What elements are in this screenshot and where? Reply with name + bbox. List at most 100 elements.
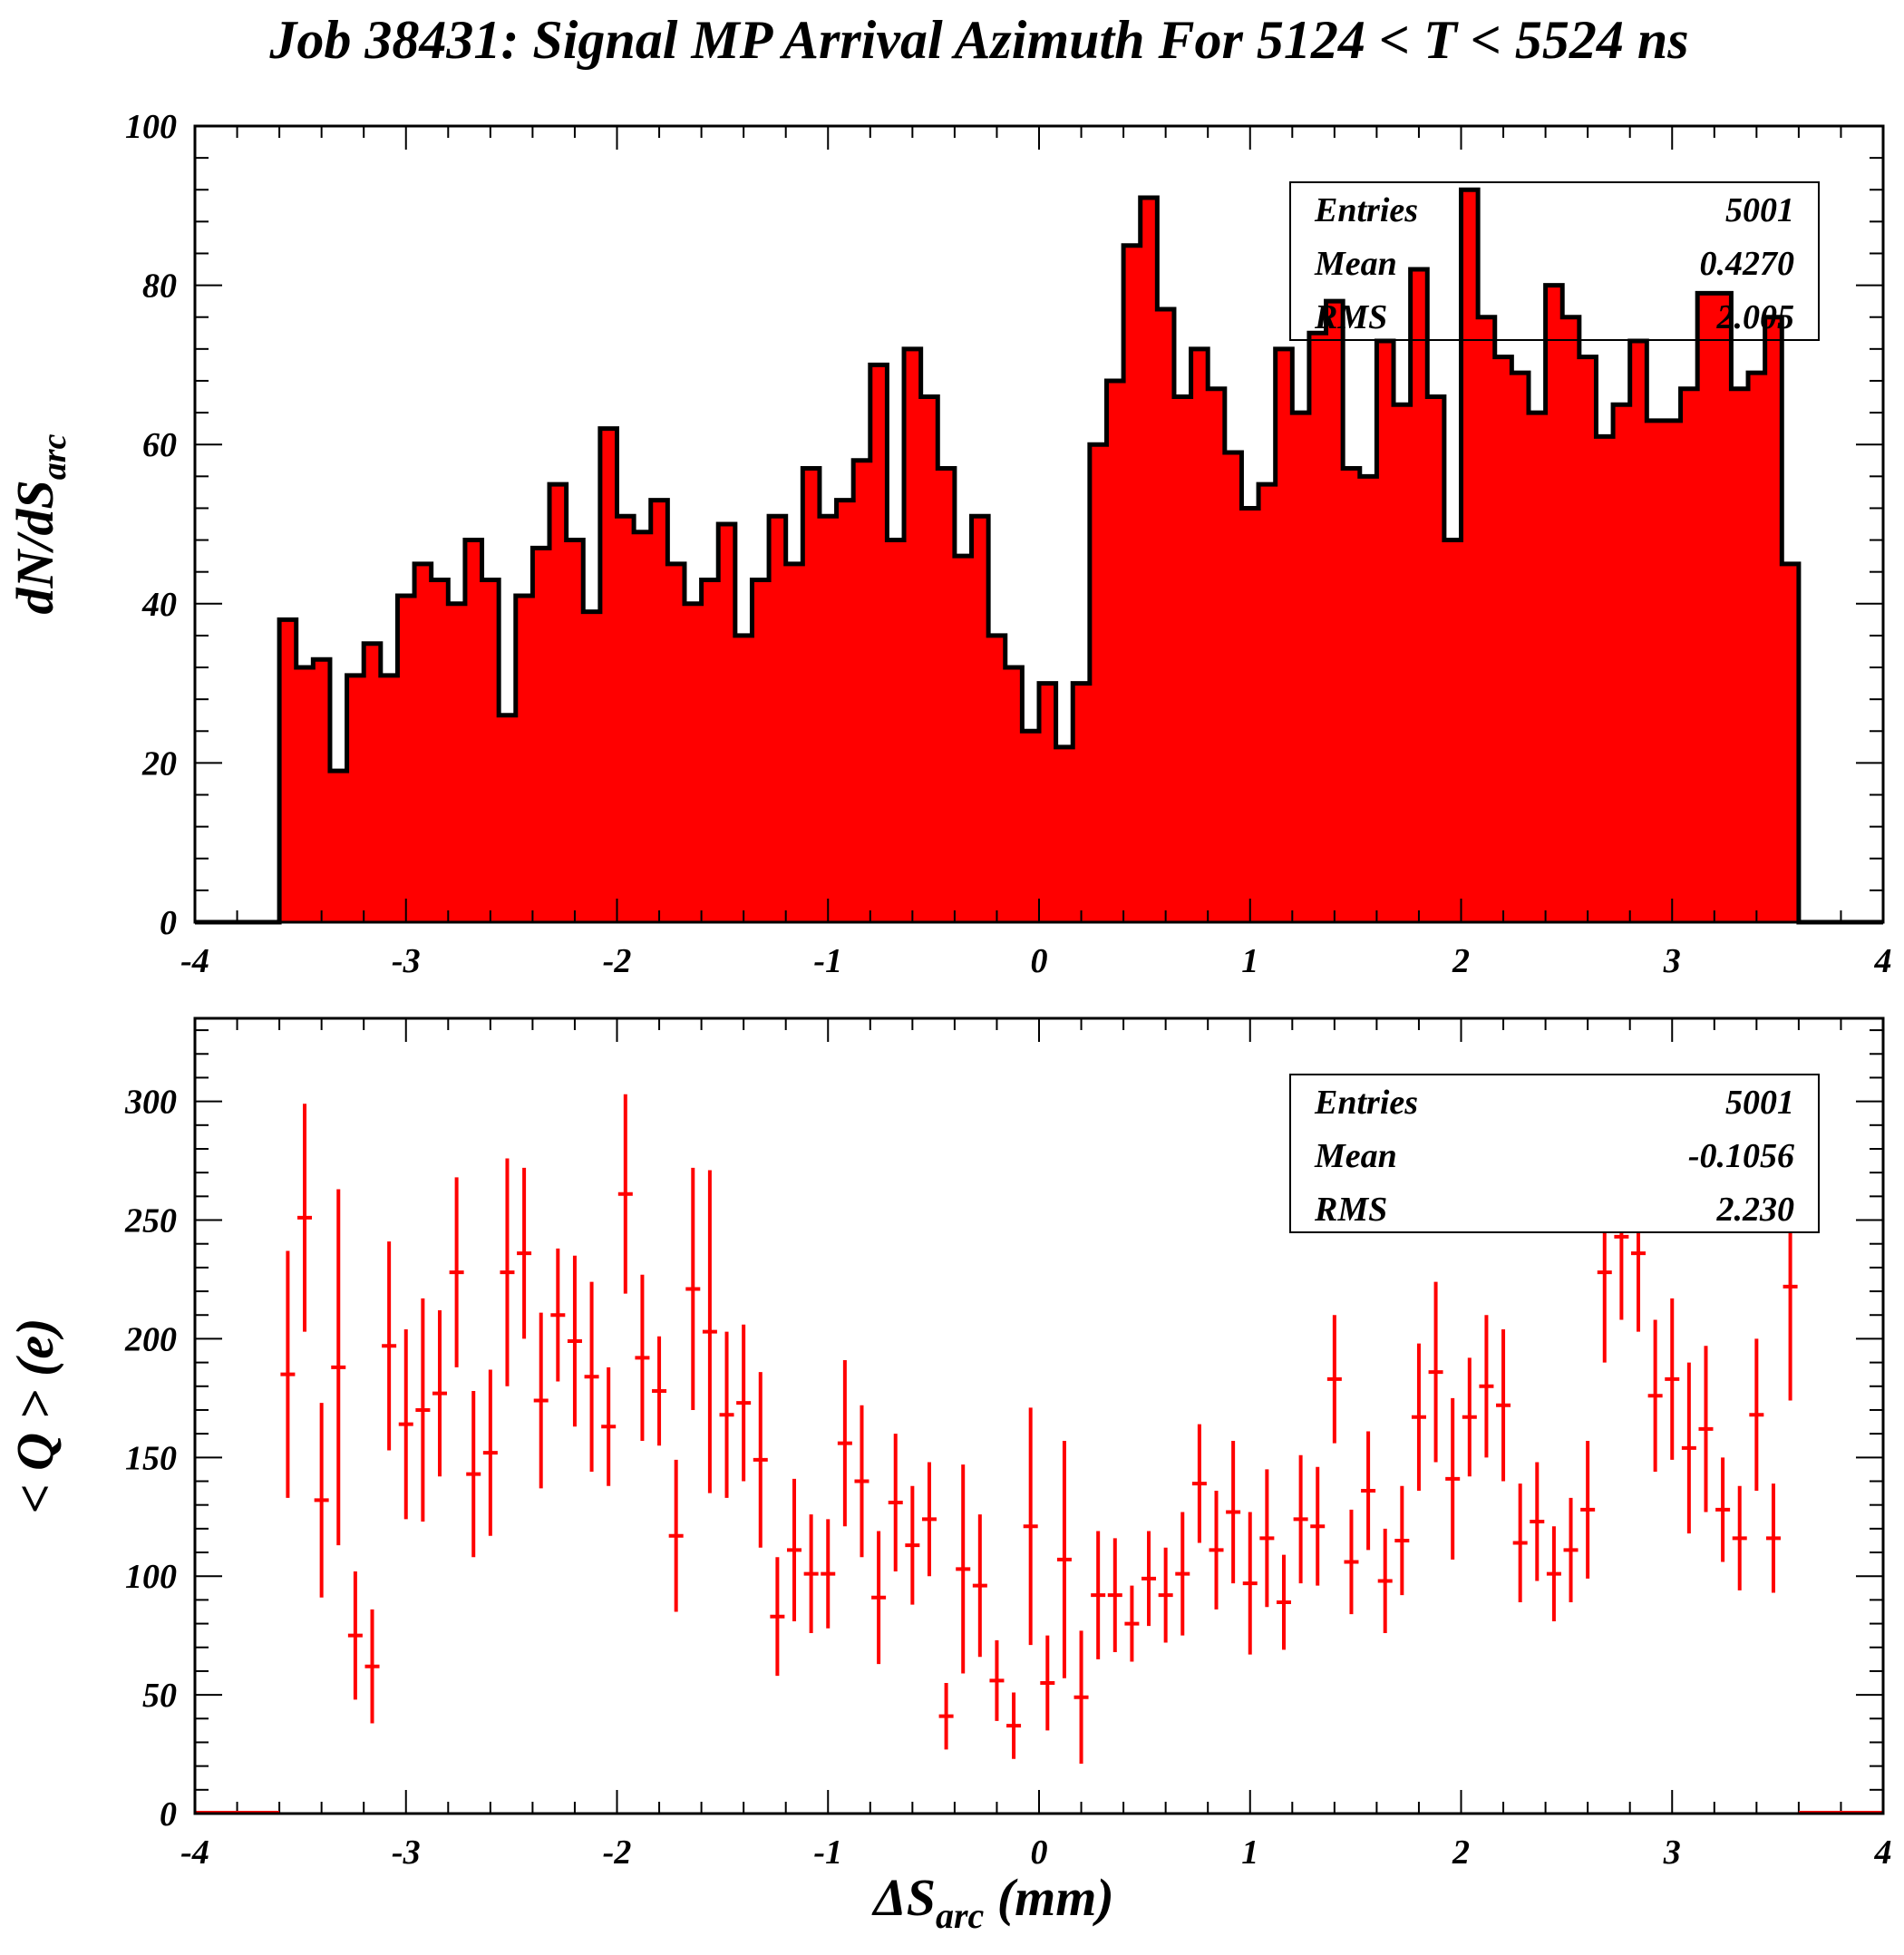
histogram-bar bbox=[1022, 731, 1040, 922]
data-point bbox=[466, 1391, 481, 1558]
data-point bbox=[347, 1571, 363, 1700]
histogram-bar bbox=[1427, 396, 1445, 922]
histogram-bar bbox=[904, 348, 922, 923]
data-point bbox=[1732, 1485, 1747, 1590]
data-point bbox=[331, 1189, 346, 1546]
histogram-y-tick-labels: 0 20 40 60 80 100 bbox=[125, 108, 177, 942]
histogram-bar bbox=[802, 468, 821, 922]
histogram-bar bbox=[1410, 269, 1428, 922]
data-point bbox=[888, 1434, 903, 1571]
y-tick-label: 250 bbox=[124, 1202, 177, 1240]
data-point bbox=[837, 1359, 852, 1527]
data-point bbox=[617, 1094, 633, 1294]
histogram-bar bbox=[718, 524, 736, 922]
y-tick-label: 0 bbox=[160, 1795, 177, 1833]
data-point bbox=[1293, 1454, 1308, 1584]
charge-x-tick-labels: -4 -3 -2 -1 0 1 2 3 4 bbox=[180, 1833, 1891, 1872]
data-point bbox=[1394, 1485, 1410, 1596]
histogram-bar bbox=[1241, 508, 1259, 922]
histogram-bar bbox=[1714, 293, 1733, 922]
stats-label: Entries bbox=[1314, 1084, 1418, 1122]
histogram-stats-box: Entries 5001 Mean 0.4270 RMS 2.005 bbox=[1289, 181, 1820, 341]
histogram-bar bbox=[1039, 683, 1057, 922]
data-point bbox=[1158, 1547, 1173, 1643]
histogram-bar bbox=[1275, 348, 1293, 923]
charge-stats-box: Entries 5001 Mean -0.1056 RMS 2.230 bbox=[1289, 1074, 1820, 1233]
histogram-bar bbox=[819, 516, 838, 922]
data-point bbox=[821, 1519, 836, 1629]
data-point bbox=[500, 1158, 515, 1386]
stats-value: 5001 bbox=[1725, 191, 1794, 229]
data-point bbox=[482, 1369, 498, 1536]
histogram-bar bbox=[1376, 341, 1394, 922]
histogram-bar bbox=[1173, 396, 1192, 922]
histogram-y-axis-label-main: dN/dS bbox=[5, 480, 64, 614]
data-point bbox=[1428, 1281, 1443, 1463]
histogram-bar bbox=[364, 643, 382, 922]
data-point bbox=[1479, 1315, 1494, 1458]
stats-label: RMS bbox=[1314, 298, 1387, 336]
histogram-bar bbox=[937, 468, 956, 922]
histogram-y-axis-label-sub: arc bbox=[35, 433, 73, 480]
histogram-bar bbox=[1478, 316, 1496, 923]
histogram-bar bbox=[566, 540, 584, 922]
data-point bbox=[905, 1485, 920, 1605]
data-point bbox=[1006, 1692, 1022, 1759]
data-point bbox=[1445, 1397, 1461, 1560]
data-point bbox=[719, 1331, 734, 1498]
data-point bbox=[1326, 1315, 1342, 1444]
data-point bbox=[1056, 1440, 1072, 1678]
x-tick-label: 2 bbox=[1452, 942, 1470, 980]
histogram-bar bbox=[448, 603, 466, 922]
y-tick-label: 60 bbox=[142, 426, 177, 464]
data-point bbox=[972, 1514, 987, 1658]
data-point bbox=[871, 1531, 887, 1665]
histogram-panel: -4 -3 -2 -1 0 1 2 3 4 0 20 40 60 80 100 dN/dSarc Entr… bbox=[5, 108, 1892, 980]
data-point bbox=[1259, 1469, 1275, 1608]
data-point bbox=[449, 1177, 464, 1367]
data-point bbox=[415, 1298, 431, 1522]
data-point bbox=[601, 1367, 617, 1486]
stats-value: -0.1056 bbox=[1688, 1137, 1794, 1175]
histogram-bar bbox=[734, 635, 753, 922]
y-tick-label: 300 bbox=[124, 1084, 177, 1122]
histogram-bar bbox=[583, 611, 601, 922]
charge-panel: -4 -3 -2 -1 0 1 2 3 4 0 50 100 150 200 250 300 < Q > (… bbox=[5, 1016, 1892, 1936]
histogram-bar bbox=[1443, 540, 1462, 922]
histogram-bar bbox=[634, 531, 652, 922]
histogram-bar bbox=[1292, 413, 1310, 923]
charge-x-axis-label: ΔSarc (mm) bbox=[871, 1868, 1113, 1936]
data-point bbox=[753, 1372, 768, 1548]
data-point bbox=[382, 1241, 397, 1451]
histogram-bars bbox=[195, 187, 1883, 925]
y-tick-label: 50 bbox=[142, 1677, 177, 1715]
data-point bbox=[550, 1248, 566, 1382]
histogram-bar bbox=[1579, 356, 1598, 922]
data-point bbox=[533, 1312, 549, 1489]
x-tick-label: 1 bbox=[1241, 942, 1258, 980]
x-tick-label: -3 bbox=[392, 942, 421, 980]
histogram-bar bbox=[684, 603, 703, 922]
histogram-bar bbox=[1157, 308, 1175, 922]
data-point bbox=[1040, 1635, 1055, 1731]
stats-label: Mean bbox=[1314, 1137, 1397, 1175]
data-point bbox=[280, 1250, 296, 1498]
data-point bbox=[567, 1255, 582, 1427]
data-point bbox=[685, 1167, 701, 1410]
histogram-bar bbox=[329, 771, 348, 922]
histogram-bar bbox=[1208, 388, 1226, 922]
data-point bbox=[1107, 1538, 1122, 1652]
histogram-bar bbox=[1106, 380, 1124, 923]
histogram-bar bbox=[1394, 404, 1412, 922]
data-point bbox=[989, 1639, 1005, 1721]
histogram-bar bbox=[920, 396, 938, 922]
histogram-bar bbox=[869, 365, 889, 922]
data-point bbox=[1276, 1554, 1291, 1650]
data-point bbox=[1361, 1431, 1376, 1551]
stats-value: 2.005 bbox=[1716, 298, 1795, 336]
data-point bbox=[938, 1683, 954, 1750]
stats-label: RMS bbox=[1314, 1191, 1387, 1229]
stats-value: 5001 bbox=[1725, 1084, 1794, 1122]
histogram-bar bbox=[785, 563, 803, 922]
